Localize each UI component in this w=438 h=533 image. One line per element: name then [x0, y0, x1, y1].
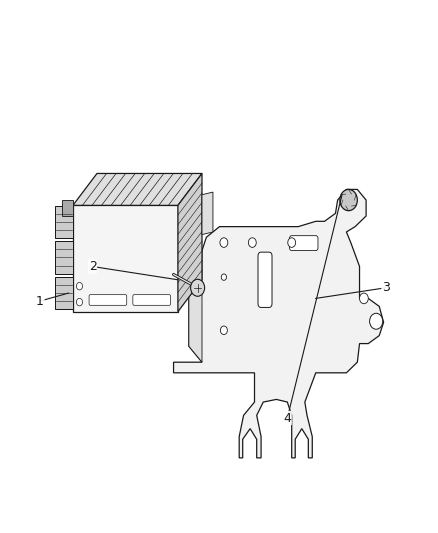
Polygon shape [54, 206, 73, 238]
Circle shape [76, 298, 82, 306]
Text: 4: 4 [283, 411, 290, 424]
FancyBboxPatch shape [289, 236, 317, 251]
FancyBboxPatch shape [133, 295, 170, 305]
FancyBboxPatch shape [89, 295, 127, 305]
Polygon shape [54, 277, 73, 309]
Circle shape [221, 274, 226, 280]
Text: 2: 2 [88, 260, 96, 273]
Polygon shape [173, 189, 383, 458]
Circle shape [339, 189, 357, 211]
FancyBboxPatch shape [258, 252, 272, 308]
Circle shape [219, 238, 227, 247]
Polygon shape [62, 200, 73, 216]
Circle shape [369, 313, 382, 329]
Circle shape [190, 279, 204, 296]
Polygon shape [188, 251, 201, 362]
Circle shape [220, 326, 227, 335]
Polygon shape [201, 192, 212, 235]
Circle shape [76, 282, 82, 290]
Circle shape [248, 238, 256, 247]
Polygon shape [73, 173, 201, 205]
Polygon shape [177, 173, 201, 312]
Polygon shape [54, 241, 73, 273]
Polygon shape [73, 205, 177, 312]
Text: 1: 1 [36, 295, 44, 308]
Circle shape [359, 293, 367, 304]
Circle shape [287, 238, 295, 247]
Text: 3: 3 [381, 281, 389, 294]
